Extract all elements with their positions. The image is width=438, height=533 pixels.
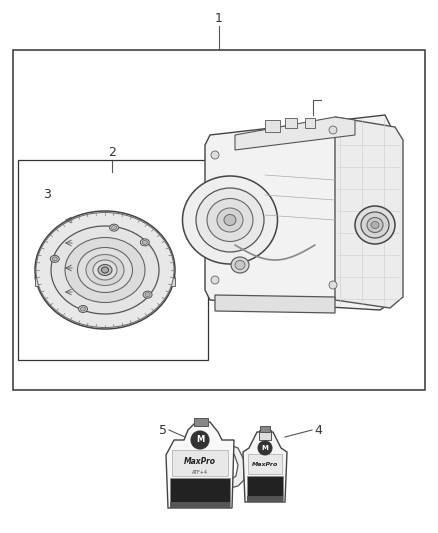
Ellipse shape	[145, 293, 150, 297]
Ellipse shape	[112, 225, 117, 230]
Polygon shape	[335, 117, 403, 308]
Polygon shape	[205, 115, 395, 310]
Ellipse shape	[217, 208, 243, 232]
Text: MaxPro: MaxPro	[252, 463, 278, 467]
Ellipse shape	[78, 305, 88, 312]
Bar	[247, 476, 283, 500]
Circle shape	[329, 281, 337, 289]
Ellipse shape	[51, 226, 159, 314]
Polygon shape	[166, 422, 234, 508]
Ellipse shape	[196, 188, 264, 252]
Ellipse shape	[93, 260, 117, 280]
Bar	[170, 478, 230, 506]
Ellipse shape	[81, 307, 85, 311]
Ellipse shape	[224, 214, 236, 225]
Circle shape	[211, 276, 219, 284]
Bar	[260, 426, 270, 432]
Text: 4: 4	[314, 424, 322, 437]
Ellipse shape	[36, 213, 174, 327]
Ellipse shape	[86, 254, 124, 286]
Text: 1: 1	[215, 12, 223, 25]
Ellipse shape	[140, 239, 149, 246]
Text: 2: 2	[108, 147, 116, 159]
Ellipse shape	[65, 238, 145, 303]
Ellipse shape	[50, 255, 59, 262]
Ellipse shape	[35, 263, 175, 293]
Bar	[18, 160, 208, 360]
Ellipse shape	[371, 222, 379, 229]
Ellipse shape	[110, 224, 119, 231]
Bar	[247, 496, 283, 502]
Ellipse shape	[361, 212, 389, 238]
Polygon shape	[35, 278, 175, 286]
Circle shape	[258, 441, 272, 455]
Ellipse shape	[143, 291, 152, 298]
Ellipse shape	[235, 261, 245, 270]
Ellipse shape	[231, 257, 249, 273]
Text: M: M	[261, 445, 268, 451]
Bar	[170, 502, 230, 508]
Circle shape	[329, 126, 337, 134]
Circle shape	[191, 431, 209, 449]
Text: 5: 5	[159, 424, 167, 437]
Ellipse shape	[35, 211, 175, 329]
Bar	[194, 418, 208, 426]
Text: ATF+4: ATF+4	[192, 471, 208, 475]
Polygon shape	[235, 117, 355, 150]
Ellipse shape	[207, 198, 253, 241]
Ellipse shape	[78, 247, 133, 293]
Bar	[285, 118, 297, 128]
Polygon shape	[243, 432, 287, 502]
Bar	[259, 430, 271, 440]
Polygon shape	[222, 442, 244, 488]
Polygon shape	[215, 295, 335, 313]
Ellipse shape	[52, 257, 57, 261]
Text: M: M	[196, 435, 204, 445]
Ellipse shape	[102, 267, 109, 273]
Bar	[248, 454, 282, 474]
Ellipse shape	[98, 264, 112, 276]
Ellipse shape	[367, 217, 383, 232]
Bar	[172, 450, 228, 476]
Bar	[265, 120, 280, 132]
Ellipse shape	[183, 176, 278, 264]
Bar	[13, 50, 425, 390]
Text: MaxPro: MaxPro	[184, 457, 216, 466]
Text: 3: 3	[43, 189, 51, 201]
Bar	[305, 118, 315, 128]
Circle shape	[211, 151, 219, 159]
Ellipse shape	[355, 206, 395, 244]
Ellipse shape	[142, 240, 147, 244]
